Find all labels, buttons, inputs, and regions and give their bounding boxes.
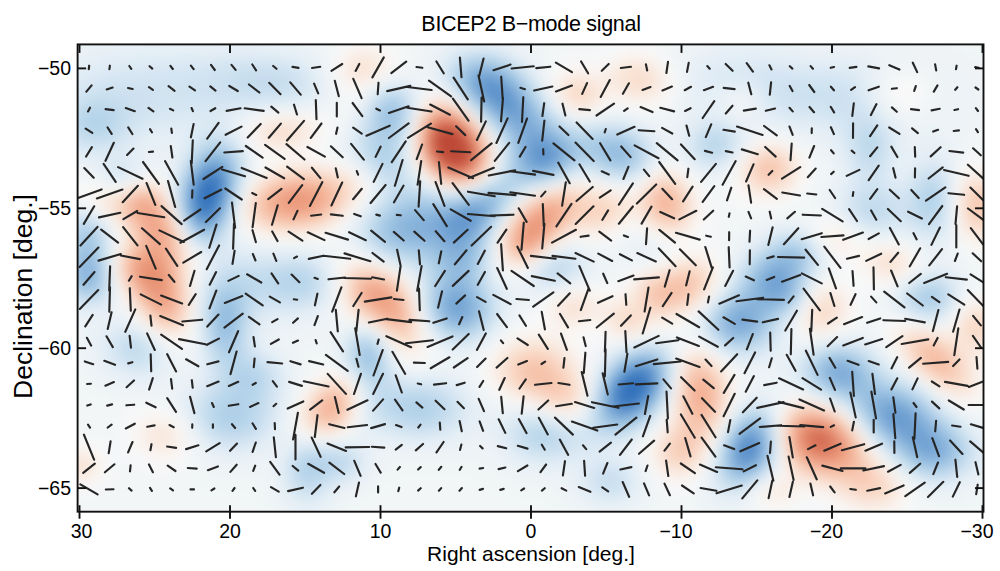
- svg-text:10: 10: [370, 520, 392, 542]
- svg-text:0: 0: [526, 520, 537, 542]
- svg-text:−65: −65: [38, 477, 71, 499]
- svg-text:Right ascension [deg.]: Right ascension [deg.]: [427, 542, 635, 565]
- svg-text:−30: −30: [960, 520, 993, 542]
- svg-text:−10: −10: [659, 520, 692, 542]
- svg-text:−20: −20: [810, 520, 843, 542]
- svg-text:−55: −55: [38, 197, 71, 219]
- svg-text:Declination [deg.]: Declination [deg.]: [8, 194, 38, 399]
- svg-text:−60: −60: [38, 337, 71, 359]
- svg-text:20: 20: [219, 520, 241, 542]
- svg-text:−50: −50: [38, 57, 71, 79]
- svg-text:BICEP2 B−mode signal: BICEP2 B−mode signal: [421, 12, 640, 36]
- svg-text:30: 30: [71, 520, 93, 542]
